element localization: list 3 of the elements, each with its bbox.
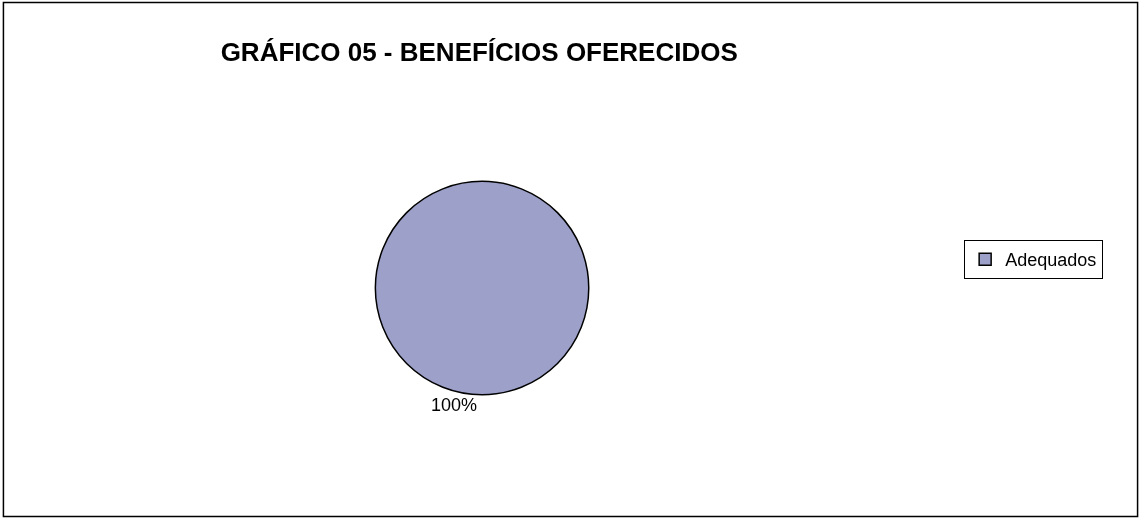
legend-label: Adequados (1005, 250, 1097, 271)
chart-title: GRÁFICO 05 - BENEFÍCIOS OFERECIDOS (220, 37, 738, 67)
data-label: 100% (431, 394, 478, 415)
